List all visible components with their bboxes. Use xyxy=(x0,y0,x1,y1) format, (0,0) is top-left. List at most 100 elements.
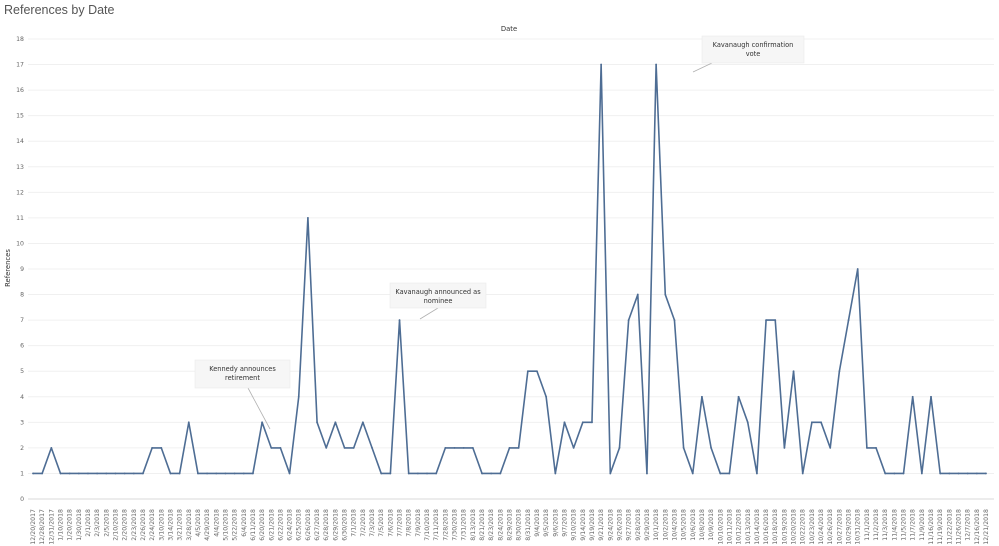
data-point xyxy=(389,472,392,475)
x-tick-label: 10/14/2018 xyxy=(754,509,761,545)
data-point xyxy=(636,293,639,296)
x-tick-label: 9/29/2018 xyxy=(644,509,651,541)
x-tick-label: 8/30/2018 xyxy=(516,509,523,541)
x-tick-label: 10/23/2018 xyxy=(809,509,816,545)
data-point xyxy=(316,421,318,424)
x-tick-label: 10/13/2018 xyxy=(745,509,752,545)
data-point xyxy=(32,472,34,475)
data-point xyxy=(756,472,758,475)
x-tick-label: 7/3/2018 xyxy=(369,509,376,537)
data-point xyxy=(875,446,877,449)
data-point xyxy=(517,446,520,449)
x-tick-label: 11/22/2018 xyxy=(946,509,953,545)
data-point xyxy=(902,472,905,475)
data-point xyxy=(224,472,227,475)
data-point xyxy=(966,472,969,475)
data-point xyxy=(920,472,923,475)
x-tick-label: 7/11/2018 xyxy=(433,509,440,541)
data-point xyxy=(142,472,144,475)
data-point xyxy=(215,472,218,475)
annotation-text: Kavanaugh announced as xyxy=(395,288,481,296)
data-point xyxy=(178,472,181,475)
data-point xyxy=(820,421,822,424)
x-axis-title: Date xyxy=(501,25,517,33)
data-point xyxy=(985,472,987,475)
data-point xyxy=(197,472,199,475)
data-point xyxy=(114,472,117,475)
data-point xyxy=(591,421,593,424)
y-tick-label: 7 xyxy=(20,317,24,324)
x-tick-label: 10/31/2018 xyxy=(855,509,862,545)
y-tick-label: 9 xyxy=(20,266,24,273)
y-tick-label: 11 xyxy=(16,215,24,222)
data-point xyxy=(673,319,676,322)
data-point xyxy=(884,472,887,475)
x-tick-label: 9/6/2018 xyxy=(552,509,559,537)
x-tick-label: 6/22/2018 xyxy=(277,509,284,541)
x-tick-label: 10/20/2018 xyxy=(791,509,798,545)
data-point xyxy=(187,421,190,424)
x-tick-label: 10/22/2018 xyxy=(800,509,807,545)
data-point xyxy=(618,446,621,449)
x-tick-label: 11/16/2018 xyxy=(928,509,935,545)
x-tick-label: 11/19/2018 xyxy=(937,509,944,545)
data-point xyxy=(380,472,383,475)
data-point xyxy=(123,472,126,475)
data-point xyxy=(975,472,978,475)
data-point xyxy=(68,472,71,475)
data-point xyxy=(627,319,630,322)
data-point xyxy=(655,63,658,66)
data-point xyxy=(691,472,694,475)
x-tick-label: 10/2/2018 xyxy=(662,509,669,541)
x-tick-label: 11/4/2018 xyxy=(891,509,898,541)
x-tick-label: 6/30/2018 xyxy=(342,509,349,541)
data-point xyxy=(765,319,767,322)
data-point xyxy=(746,421,749,424)
annotation-text: retirement xyxy=(225,374,260,382)
data-point xyxy=(398,319,401,322)
data-point xyxy=(96,472,99,475)
x-tick-label: 12/7/2018 xyxy=(965,509,972,541)
x-tick-label: 12/28/2017 xyxy=(39,509,46,545)
data-point xyxy=(407,472,410,475)
x-tick-label: 9/21/2018 xyxy=(598,509,605,541)
x-tick-label: 1/10/2018 xyxy=(57,509,64,541)
x-axis-ticks: 12/20/2017 12/28/2017 12/31/2017 1/10/2018 1… xyxy=(30,509,990,545)
data-point xyxy=(499,472,502,475)
y-tick-label: 16 xyxy=(16,87,24,94)
data-point xyxy=(288,472,291,475)
data-point xyxy=(325,446,328,449)
data-point xyxy=(87,472,89,475)
data-point xyxy=(481,472,483,475)
x-tick-label: 3/10/2018 xyxy=(158,509,165,541)
x-tick-label: 8/24/2018 xyxy=(497,509,504,541)
x-tick-label: 10/5/2018 xyxy=(681,509,688,541)
data-point xyxy=(563,421,566,424)
data-point xyxy=(810,421,813,424)
x-tick-label: 3/28/2018 xyxy=(186,509,193,541)
x-tick-label: 4/5/2018 xyxy=(195,509,202,537)
annotation-leader-line xyxy=(692,62,713,73)
x-tick-label: 2/23/2018 xyxy=(131,509,138,541)
data-point xyxy=(132,472,135,475)
x-tick-label: 7/7/2018 xyxy=(397,509,404,537)
data-point xyxy=(105,472,108,475)
x-tick-label: 10/24/2018 xyxy=(818,509,825,545)
x-tick-label: 8/23/2018 xyxy=(488,509,495,541)
x-tick-label: 11/9/2018 xyxy=(919,509,926,541)
annotation-box xyxy=(701,35,805,64)
data-point xyxy=(462,446,465,449)
x-tick-label: 10/26/2018 xyxy=(827,509,834,545)
y-tick-label: 1 xyxy=(20,470,24,477)
x-tick-label: 8/21/2018 xyxy=(479,509,486,541)
data-point xyxy=(261,421,263,424)
x-tick-label: 9/7/2018 xyxy=(561,509,568,537)
y-tick-label: 14 xyxy=(16,138,24,145)
y-tick-label: 0 xyxy=(20,496,24,503)
y-axis-title: References xyxy=(4,249,12,287)
data-point xyxy=(930,395,932,398)
x-tick-label: 10/11/2018 xyxy=(726,509,733,545)
x-tick-label: 8/31/2018 xyxy=(525,509,532,541)
data-point xyxy=(838,370,841,373)
x-tick-label: 10/8/2018 xyxy=(699,509,706,541)
